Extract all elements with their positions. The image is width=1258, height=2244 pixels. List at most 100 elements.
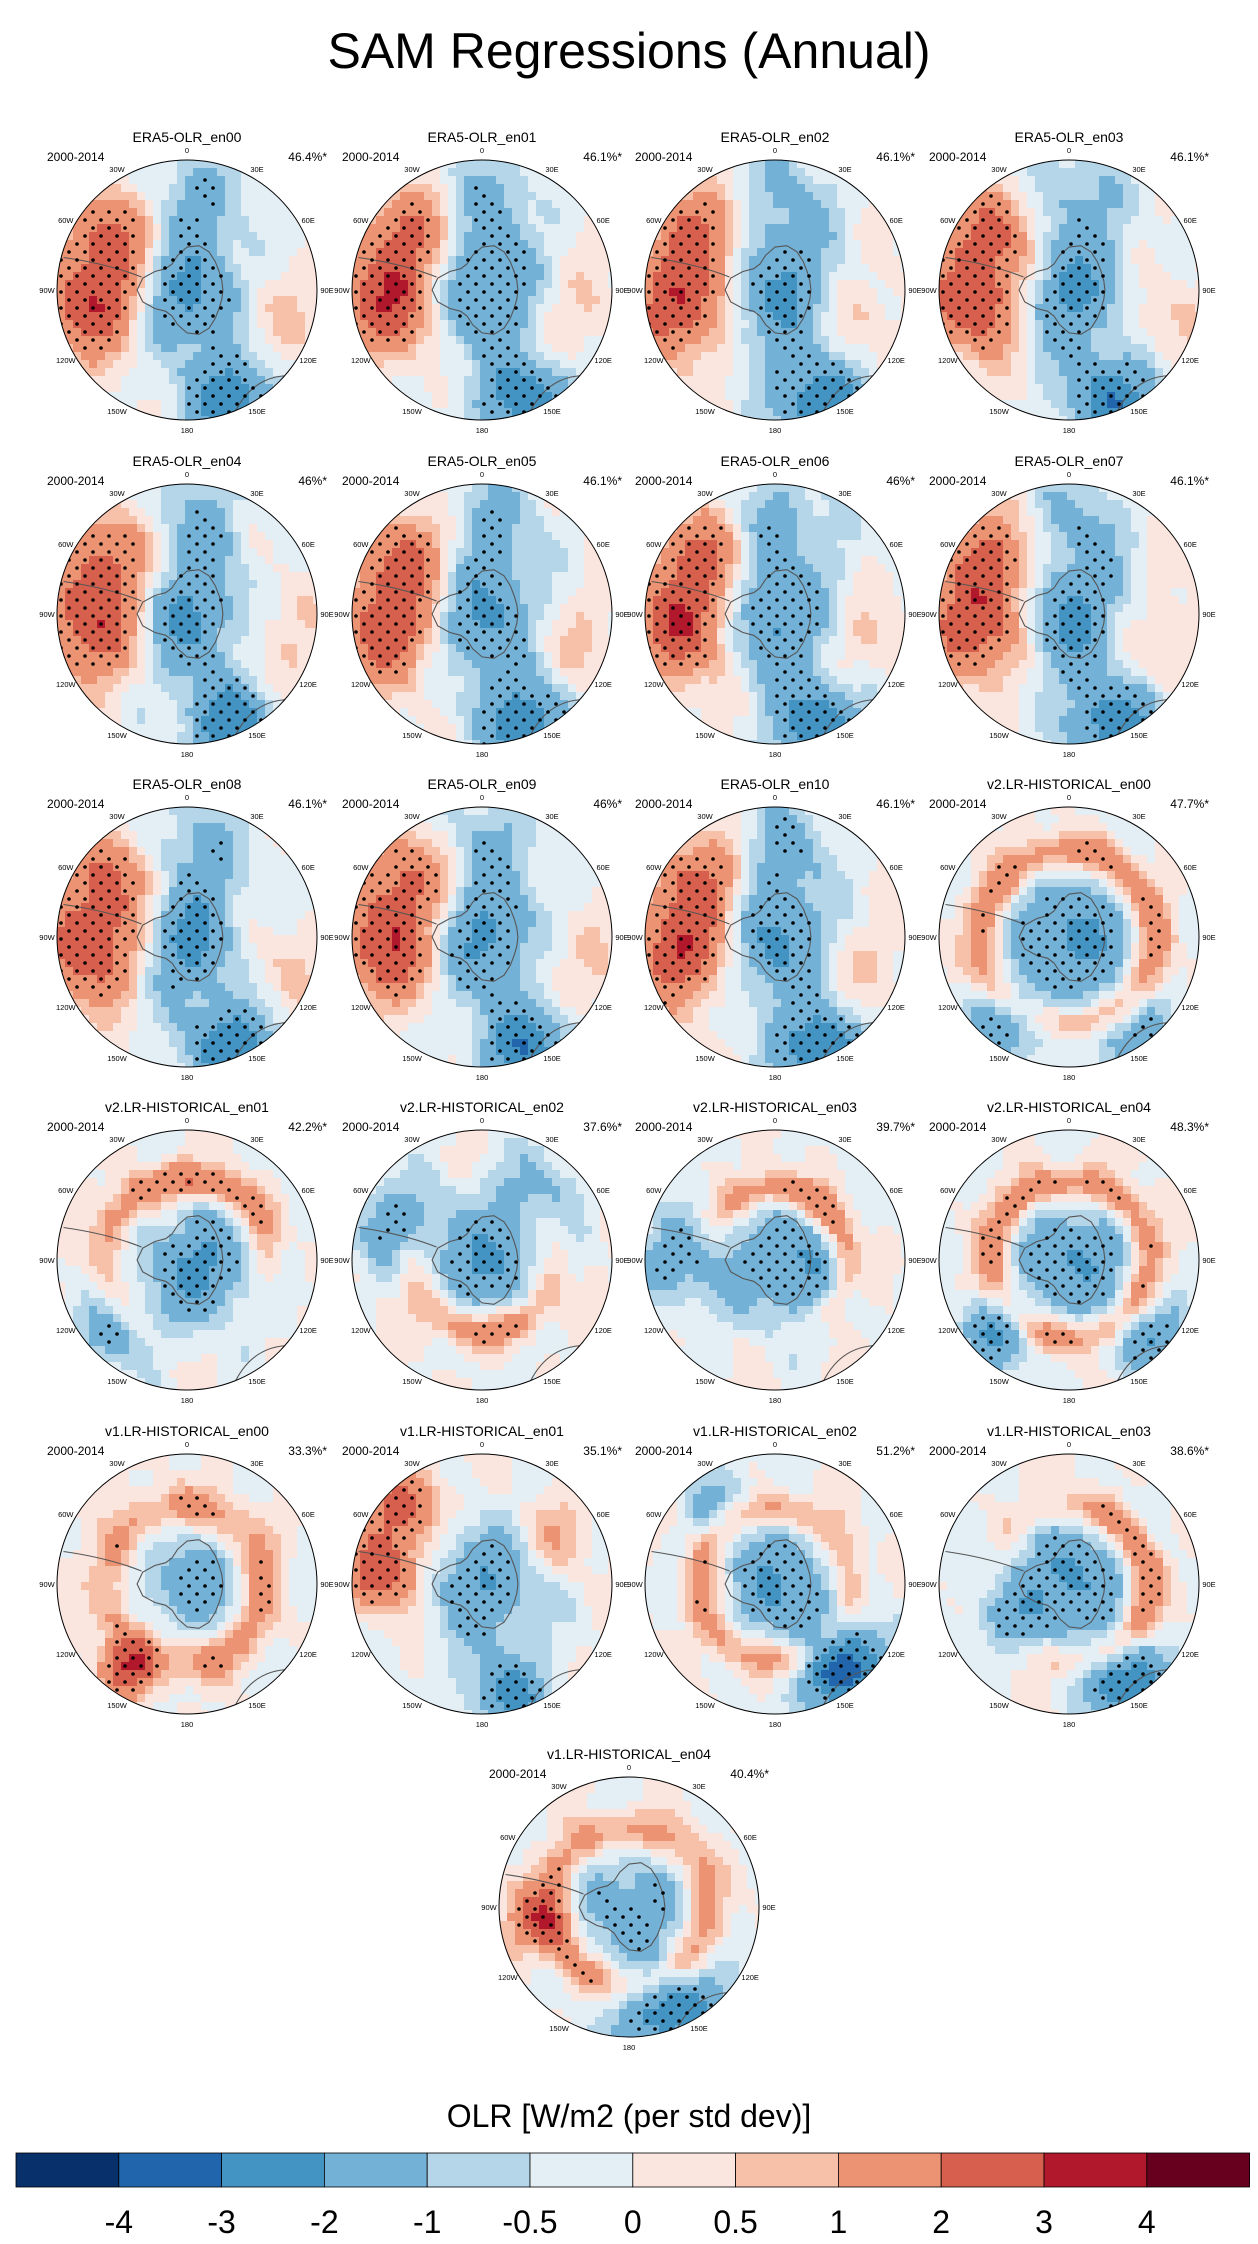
longitude-label: 150W (549, 2024, 570, 2033)
colorbar-box (426, 2152, 531, 2188)
panel-period: 2000-2014 (342, 1120, 400, 1134)
longitude-label: 120W (938, 1326, 959, 1335)
significance-stippling (354, 186, 558, 420)
olr-regression-field (352, 807, 612, 1067)
longitude-label: 150W (107, 407, 128, 416)
longitude-label: 150W (989, 1701, 1010, 1710)
map-panel: ERA5-OLR_en07 2000-2014 46.1%* 0 30E 60E 90E 12… (921, 453, 1215, 759)
colorbar-box (323, 2152, 428, 2188)
longitude-label: 0 (1067, 470, 1071, 479)
map-boundary (938, 1129, 1200, 1391)
significance-stippling (981, 841, 1161, 1045)
panel-period: 2000-2014 (342, 797, 400, 811)
longitude-label: 30E (545, 165, 558, 174)
map-boundary (644, 806, 906, 1068)
longitude-label: 0 (185, 146, 189, 155)
longitude-label: 30W (109, 165, 125, 174)
map-panel: ERA5-OLR_en10 2000-2014 46.1%* 0 30E 60E 90E 12… (627, 776, 921, 1082)
panel-title: v2.LR-HISTORICAL_en02 (400, 1099, 564, 1115)
longitude-label: 150E (248, 731, 266, 740)
longitude-label: 150E (836, 1377, 854, 1386)
longitude-label: 150W (402, 1701, 423, 1710)
colorbar-box (632, 2152, 736, 2188)
panel-variance: 39.7%* (876, 1120, 915, 1134)
panel-variance: 46.1%* (1170, 150, 1209, 164)
significance-stippling (997, 1504, 1161, 1708)
longitude-label: 60W (58, 216, 74, 225)
longitude-label: 90E (320, 933, 333, 942)
longitude-label: 60W (500, 1833, 516, 1842)
longitude-label: 60W (353, 863, 369, 872)
longitude-label: 150W (695, 1377, 716, 1386)
map-panel: ERA5-OLR_en04 2000-2014 46%* 0 30E 60E 90E 120E… (39, 453, 333, 759)
longitude-label: 30W (404, 165, 420, 174)
map-panel: ERA5-OLR_en05 2000-2014 46.1%* 0 30E 60E 90E 12… (334, 453, 628, 759)
panel-title: ERA5-OLR_en01 (428, 129, 537, 145)
panel-period: 2000-2014 (342, 474, 400, 488)
significance-stippling (647, 202, 859, 420)
colorbar-box (221, 2152, 325, 2188)
longitude-label: 60E (597, 540, 610, 549)
colorbar-tick-label: -2 (310, 2204, 338, 2240)
panel-variance: 46.1%* (583, 474, 622, 488)
longitude-label: 90E (1202, 933, 1215, 942)
longitude-label: 180 (181, 426, 194, 435)
longitude-label: 60E (302, 1186, 315, 1195)
longitude-label: 30W (551, 1782, 567, 1791)
longitude-label: 30E (838, 1135, 851, 1144)
longitude-label: 150E (248, 1054, 266, 1063)
longitude-label: 90E (1202, 286, 1215, 295)
panel-period: 2000-2014 (47, 1444, 105, 1458)
longitude-label: 90E (1202, 1580, 1215, 1589)
longitude-label: 180 (1063, 1073, 1076, 1082)
longitude-label: 120W (938, 1650, 959, 1659)
longitude-label: 150W (989, 731, 1010, 740)
longitude-label: 30W (109, 489, 125, 498)
longitude-label: 30W (109, 1459, 125, 1468)
longitude-label: 90E (1202, 1256, 1215, 1265)
longitude-label: 90W (627, 1580, 643, 1589)
panel-variance: 46.1%* (876, 150, 915, 164)
longitude-label: 150E (1130, 1054, 1148, 1063)
longitude-label: 180 (1063, 426, 1076, 435)
longitude-label: 60E (890, 863, 903, 872)
longitude-label: 90W (39, 933, 55, 942)
colorbar-box (529, 2152, 634, 2188)
longitude-label: 60E (302, 216, 315, 225)
significance-stippling (973, 1180, 1169, 1360)
map-panel: ERA5-OLR_en08 2000-2014 46.1%* 0 30E 60E 90E 12… (39, 776, 333, 1082)
longitude-label: 120E (887, 1326, 905, 1335)
significance-stippling (354, 841, 558, 1067)
longitude-label: 30W (991, 489, 1007, 498)
panel-variance: 46%* (593, 797, 622, 811)
colorbar-tick-label: 3 (1035, 2204, 1053, 2240)
longitude-label: 120W (644, 1326, 665, 1335)
longitude-label: 90E (320, 1580, 333, 1589)
longitude-label: 30W (404, 812, 420, 821)
longitude-label: 30E (1132, 1459, 1145, 1468)
longitude-label: 0 (480, 1116, 484, 1125)
longitude-label: 180 (181, 1396, 194, 1405)
colorbar-tick-label: -0.5 (502, 2204, 557, 2240)
panel-title: v1.LR-HISTORICAL_en00 (105, 1423, 269, 1439)
longitude-label: 120W (498, 1973, 519, 1982)
map-boundary (498, 1776, 760, 2038)
colorbar-tick-label: 0 (624, 2204, 642, 2240)
colorbar-title: OLR [W/m2 (per std dev)] (447, 2098, 812, 2134)
longitude-label: 150E (836, 407, 854, 416)
longitude-label: 0 (185, 470, 189, 479)
panel-title: v2.LR-HISTORICAL_en04 (987, 1099, 1151, 1115)
longitude-label: 120E (1181, 1650, 1199, 1659)
longitude-label: 30W (404, 1135, 420, 1144)
colorbar-tick-label: -3 (207, 2204, 235, 2240)
colorbar-box (940, 2152, 1045, 2188)
longitude-label: 120E (299, 1650, 317, 1659)
longitude-label: 30W (109, 1135, 125, 1144)
olr-regression-field (939, 1454, 1199, 1714)
longitude-label: 150E (1130, 1377, 1148, 1386)
panel-period: 2000-2014 (929, 474, 987, 488)
panel-grid: ERA5-OLR_en00 2000-2014 46.4%* 0 30E 60E 90E 12… (39, 129, 1215, 2052)
longitude-label: 150W (402, 407, 423, 416)
longitude-label: 30E (545, 489, 558, 498)
